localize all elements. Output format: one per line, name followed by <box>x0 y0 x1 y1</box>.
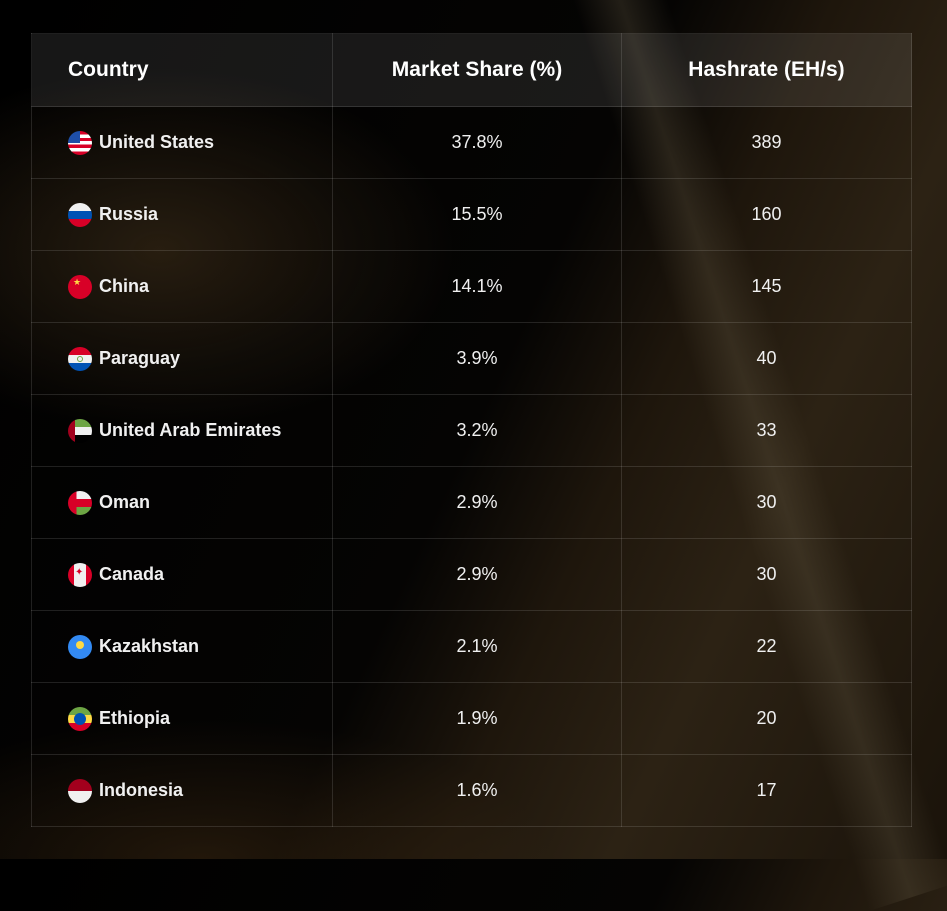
header-market-share: Market Share (%) <box>332 33 622 107</box>
market-share-cell: 3.9% <box>332 322 622 395</box>
table-row: Indonesia 1.6% 17 <box>31 754 912 827</box>
market-share-cell: 3.2% <box>332 394 622 467</box>
hashrate-cell: 389 <box>621 106 912 179</box>
table-row: Oman 2.9% 30 <box>31 466 912 539</box>
country-name: Canada <box>99 564 165 584</box>
country-name: Kazakhstan <box>99 636 200 656</box>
hashrate-cell: 160 <box>621 178 912 251</box>
hashrate-cell: 20 <box>621 682 912 755</box>
flag-us-icon <box>68 130 92 155</box>
table-row: Russia 15.5% 160 <box>31 178 912 251</box>
flag-ca-icon <box>68 562 92 587</box>
table-row: Ethiopia 1.9% 20 <box>31 682 912 755</box>
market-share-cell: 2.9% <box>332 538 622 611</box>
country-cell: Indonesia <box>31 754 333 827</box>
country-name: United Arab Emirates <box>99 420 282 440</box>
market-share-cell: 14.1% <box>332 250 622 323</box>
hashrate-table: Country Market Share (%) Hashrate (EH/s)… <box>31 33 912 827</box>
hashrate-cell: 22 <box>621 610 912 683</box>
flag-id-icon <box>68 778 92 803</box>
country-cell: Kazakhstan <box>31 610 333 683</box>
country-cell: China <box>31 250 333 323</box>
country-name: United States <box>99 132 215 152</box>
hashrate-cell: 40 <box>621 322 912 395</box>
flag-py-icon <box>68 346 92 371</box>
flag-et-icon <box>68 706 92 731</box>
table-row: United States 37.8% 389 <box>31 106 912 179</box>
market-share-cell: 2.9% <box>332 466 622 539</box>
country-cell: United States <box>31 106 333 179</box>
country-cell: Russia <box>31 178 333 251</box>
table-row: China 14.1% 145 <box>31 250 912 323</box>
market-share-cell: 37.8% <box>332 106 622 179</box>
country-cell: United Arab Emirates <box>31 394 333 467</box>
market-share-cell: 1.6% <box>332 754 622 827</box>
country-name: Oman <box>99 492 151 512</box>
header-country: Country <box>31 33 333 107</box>
country-name: Indonesia <box>99 780 184 800</box>
flag-kz-icon <box>68 634 92 659</box>
market-share-cell: 1.9% <box>332 682 622 755</box>
hashrate-cell: 17 <box>621 754 912 827</box>
country-name: Ethiopia <box>99 708 170 728</box>
hashrate-cell: 30 <box>621 466 912 539</box>
table-row: Canada 2.9% 30 <box>31 538 912 611</box>
country-cell: Ethiopia <box>31 682 333 755</box>
country-name: Russia <box>99 204 159 224</box>
country-cell: Paraguay <box>31 322 333 395</box>
country-name: Paraguay <box>99 348 181 368</box>
table-row: Kazakhstan 2.1% 22 <box>31 610 912 683</box>
market-share-cell: 15.5% <box>332 178 622 251</box>
header-hashrate: Hashrate (EH/s) <box>621 33 912 107</box>
flag-ru-icon <box>68 202 92 227</box>
hashrate-cell: 30 <box>621 538 912 611</box>
flag-om-icon <box>68 490 92 515</box>
hashrate-cell: 145 <box>621 250 912 323</box>
flag-ae-icon <box>68 418 92 443</box>
table-row: United Arab Emirates 3.2% 33 <box>31 394 912 467</box>
table-row: Paraguay 3.9% 40 <box>31 322 912 395</box>
country-name: China <box>99 276 150 296</box>
header-row: Country Market Share (%) Hashrate (EH/s) <box>31 33 912 107</box>
market-share-cell: 2.1% <box>332 610 622 683</box>
hashrate-cell: 33 <box>621 394 912 467</box>
country-cell: Canada <box>31 538 333 611</box>
country-cell: Oman <box>31 466 333 539</box>
flag-cn-icon <box>68 274 92 299</box>
